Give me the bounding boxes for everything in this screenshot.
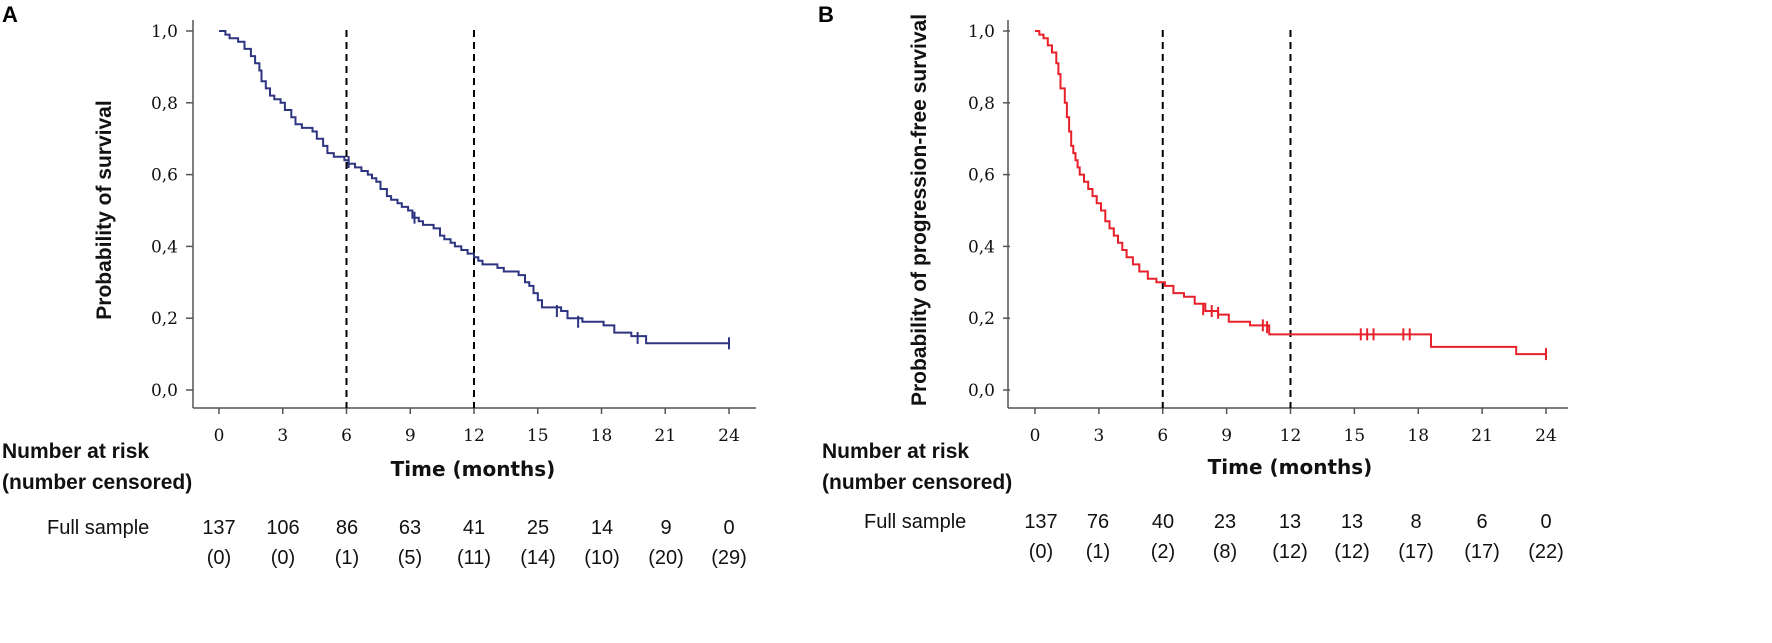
- panel-b-risk-row-label: Full sample: [864, 511, 966, 533]
- panel-b-y-tick-label: 0,4: [968, 237, 995, 257]
- panel-a-censor-marks: [347, 156, 730, 350]
- panel-b-x-axis-label: Time (months): [1208, 455, 1373, 479]
- panel-b-censored-count: (8): [1213, 541, 1237, 563]
- panel-b-at-risk-count: 13: [1341, 511, 1363, 533]
- panel-a-risk-title-line1: Number at risk: [2, 440, 149, 463]
- panel-a: A 0,0 0,2 0,4 0,6 0,8 1,0 0 3 6 9 12 15 18 21 24 Prob…: [2, 2, 756, 569]
- panel-a-at-risk-count: 14: [591, 517, 613, 539]
- panel-a-at-risk-count: 0: [723, 517, 734, 539]
- panel-a-x-tick-label: 0: [214, 426, 225, 446]
- panel-b-y-axis-label: Probability of progression-free survival: [908, 14, 931, 406]
- panel-b-at-risk-count: 13: [1279, 511, 1301, 533]
- panel-a-y-tick-label: 0,2: [151, 309, 178, 329]
- panel-b-censored-count: (22): [1528, 541, 1564, 563]
- panel-a-censored-count: (14): [520, 547, 556, 569]
- panel-a-at-risk-count: 86: [336, 517, 358, 539]
- panel-b-censored-count: (2): [1151, 541, 1175, 563]
- panel-b-risk-title-line2: (number censored): [822, 471, 1012, 494]
- panel-a-y-tick-label: 0,8: [151, 94, 178, 114]
- panel-a-at-risk-count: 63: [399, 517, 421, 539]
- panel-b-censored-count: (12): [1334, 541, 1370, 563]
- panel-a-censored-count: (5): [398, 547, 422, 569]
- panel-b-y-tick-label: 0,0: [968, 381, 995, 401]
- panel-b-plot-area: 0,0 0,2 0,4 0,6 0,8 1,0 0 3 6 9 12 15 18 21 24: [968, 20, 1568, 446]
- panel-a-y-tick-label: 1,0: [151, 22, 178, 42]
- panel-b-risk-title-line1: Number at risk: [822, 440, 969, 463]
- panel-a-x-tick-label: 24: [718, 426, 740, 446]
- panel-a-y-tick-label: 0,4: [151, 237, 178, 257]
- panel-a-at-risk-count: 9: [660, 517, 671, 539]
- panel-a-censored-count: (1): [335, 547, 359, 569]
- panel-b-censored-count: (0): [1029, 541, 1053, 563]
- panel-b-x-tick-label: 12: [1280, 426, 1302, 446]
- panel-b-x-tick-label: 24: [1535, 426, 1557, 446]
- panel-b-y-ticks: 0,0 0,2 0,4 0,6 0,8 1,0: [968, 22, 1010, 401]
- panel-a-censored-count: (20): [648, 547, 684, 569]
- panel-a-reference-lines: [345, 30, 475, 408]
- panel-b-x-tick-label: 15: [1344, 426, 1366, 446]
- panel-b-pfs-curve: [1035, 30, 1546, 356]
- panel-a-survival-curve: [219, 30, 729, 345]
- panel-a-risk-row-label: Full sample: [47, 517, 149, 539]
- panel-a-label: A: [2, 2, 18, 27]
- panel-b-y-tick-label: 1,0: [968, 22, 995, 42]
- panel-b-censored-count: (1): [1086, 541, 1110, 563]
- panel-a-censored-count: (0): [271, 547, 295, 569]
- panel-b-x-tick-label: 0: [1030, 426, 1041, 446]
- panel-b-at-risk-count: 40: [1152, 511, 1174, 533]
- panel-b-label: B: [818, 2, 834, 27]
- panel-a-at-risk-count: 25: [527, 517, 549, 539]
- panel-b-censored-count: (12): [1272, 541, 1308, 563]
- panel-b-risk-table: 137 76 40 23 13 13 8 6 0 (0) (1) (2) (8) (12) (12) (17)…: [1024, 511, 1563, 563]
- panel-a-y-ticks: 0,0 0,2 0,4 0,6 0,8 1,0: [151, 22, 193, 401]
- panel-b-censored-count: (17): [1464, 541, 1500, 563]
- panel-a-x-tick-label: 15: [527, 426, 549, 446]
- panel-a-at-risk-count: 41: [463, 517, 485, 539]
- panel-b-x-tick-label: 21: [1471, 426, 1493, 446]
- panel-b-reference-lines: [1161, 30, 1292, 408]
- panel-b-y-tick-label: 0,8: [968, 94, 995, 114]
- panel-b-censored-count: (17): [1398, 541, 1434, 563]
- panel-b-at-risk-count: 76: [1087, 511, 1109, 533]
- panel-a-censored-count: (10): [584, 547, 620, 569]
- panel-a-risk-title-line2: (number censored): [2, 471, 192, 494]
- panel-b-y-tick-label: 0,2: [968, 309, 995, 329]
- panel-b-at-risk-count: 6: [1476, 511, 1487, 533]
- panel-b-x-tick-label: 3: [1093, 426, 1104, 446]
- panel-b-at-risk-count: 8: [1410, 511, 1421, 533]
- panel-a-plot-area: 0,0 0,2 0,4 0,6 0,8 1,0 0 3 6 9 12 15 18 21 24: [151, 20, 756, 446]
- panel-b-y-tick-label: 0,6: [968, 166, 995, 186]
- panel-a-x-tick-label: 12: [463, 426, 485, 446]
- panel-a-x-tick-label: 6: [341, 426, 352, 446]
- panel-a-y-tick-label: 0,0: [151, 381, 178, 401]
- panel-a-y-axis-label: Probability of survival: [93, 100, 116, 319]
- panel-a-censored-count: (29): [711, 547, 747, 569]
- panel-a-x-ticks: 0 3 6 9 12 15 18 21 24: [214, 408, 740, 446]
- panel-a-risk-table: 137 106 86 63 41 25 14 9 0 (0) (0) (1) (5) (11) (14) (1…: [202, 517, 746, 569]
- panel-a-at-risk-count: 137: [202, 517, 235, 539]
- panel-b-x-ticks: 0 3 6 9 12 15 18 21 24: [1030, 408, 1557, 446]
- panel-a-x-tick-label: 3: [277, 426, 288, 446]
- panel-b-at-risk-count: 137: [1024, 511, 1057, 533]
- panel-a-x-tick-label: 18: [591, 426, 613, 446]
- panel-b-censor-marks: [1202, 303, 1547, 361]
- panel-b-x-tick-label: 9: [1221, 426, 1232, 446]
- panel-a-x-axis-label: Time (months): [391, 457, 556, 481]
- panel-b-x-tick-label: 6: [1157, 426, 1168, 446]
- panel-a-at-risk-count: 106: [266, 517, 299, 539]
- panel-a-x-tick-label: 21: [654, 426, 676, 446]
- panel-a-censored-count: (11): [457, 547, 491, 569]
- panel-a-x-tick-label: 9: [405, 426, 416, 446]
- panel-b-at-risk-count: 0: [1540, 511, 1551, 533]
- panel-a-censored-count: (0): [207, 547, 231, 569]
- panel-b-x-tick-label: 18: [1407, 426, 1429, 446]
- panel-a-y-tick-label: 0,6: [151, 166, 178, 186]
- panel-b-at-risk-count: 23: [1214, 511, 1236, 533]
- panel-b: B 0,0 0,2 0,4 0,6 0,8 1,0 0 3 6 9 12 15 18 21 24 Prob…: [818, 2, 1568, 563]
